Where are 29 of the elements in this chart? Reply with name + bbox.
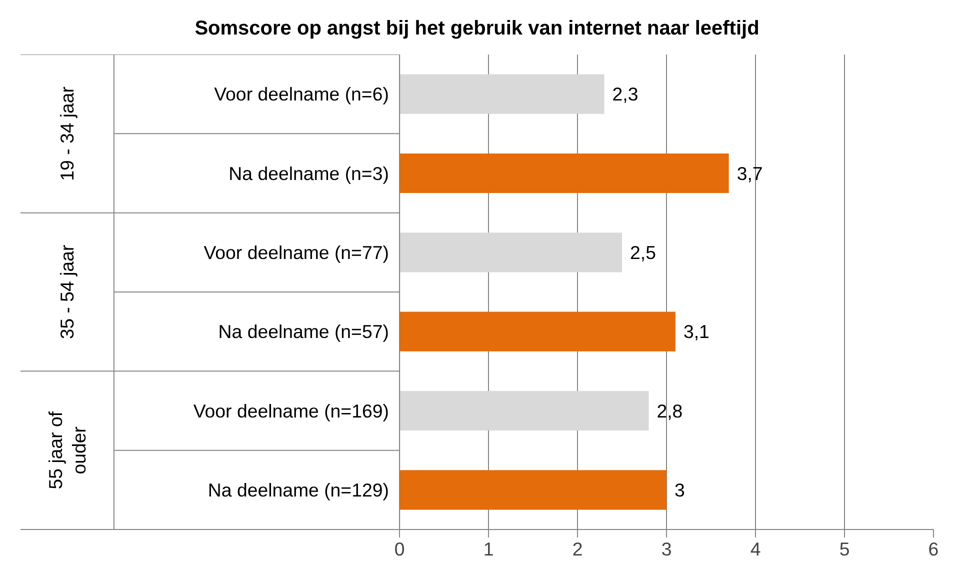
- data-label: 3,1: [683, 321, 710, 342]
- text: 19 - 34 jaar: [56, 86, 78, 181]
- text: 35 - 54 jaar: [56, 244, 78, 340]
- text: 55 jaar of ouder: [45, 410, 90, 490]
- data-label: 3,7: [736, 162, 763, 184]
- x-tick-label: 3: [661, 538, 672, 560]
- x-tick-label: 5: [839, 538, 850, 560]
- bar: [400, 390, 649, 431]
- data-label: 2,8: [656, 400, 683, 422]
- y-tick-label: Voor deelname (n=6): [214, 84, 389, 105]
- bar: [400, 470, 667, 510]
- bar: [400, 312, 676, 352]
- data-label: 2,5: [630, 242, 656, 263]
- x-tick-label: 2: [572, 538, 583, 560]
- y-tick-label: Voor deelname (n=77): [204, 242, 389, 263]
- y-tick-label: Na deelname (n=129): [208, 479, 389, 500]
- y-tick-label: Na deelname (n=3): [228, 162, 389, 184]
- bar: [400, 153, 729, 194]
- bar: [400, 74, 604, 114]
- chart-title: Somscore op angst bij het gebruik van internet naar leeftijd: [194, 18, 760, 40]
- x-tick-label: 1: [483, 538, 494, 560]
- data-label: 2,3: [612, 84, 638, 105]
- bar: [400, 232, 622, 272]
- y-tick-label: Voor deelname (n=169): [193, 400, 389, 422]
- data-label: 3: [674, 479, 685, 500]
- x-tick-label: 0: [394, 538, 405, 560]
- x-tick-label: 6: [928, 538, 939, 560]
- y-tick-label: Na deelname (n=57): [218, 321, 389, 342]
- x-tick-label: 4: [750, 538, 761, 560]
